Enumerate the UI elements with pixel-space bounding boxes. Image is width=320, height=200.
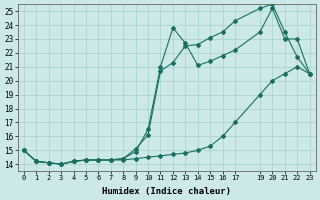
X-axis label: Humidex (Indice chaleur): Humidex (Indice chaleur) <box>102 187 231 196</box>
